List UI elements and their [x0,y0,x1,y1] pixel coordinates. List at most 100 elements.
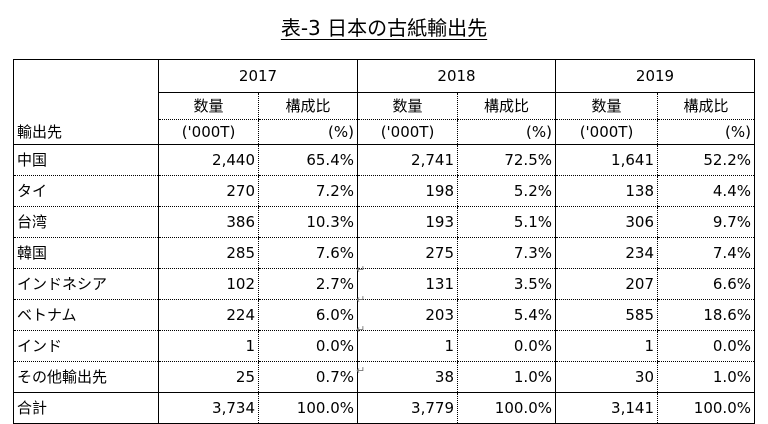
qty-header-2018: 数量 [357,92,458,120]
qty-cell: 3,141 [555,392,658,424]
row-label: インドネシア [13,268,159,300]
share-cell: 0.0% [457,330,556,362]
row-label: 中国 [13,144,159,176]
qty-header-2017: 数量 [158,92,259,120]
share-cell: 10.3% [258,206,358,238]
qty-cell: 102 [158,268,259,300]
year-header-row: 2017 2018 2019 [13,59,755,93]
qty-cell: 131 [357,268,458,300]
share-cell: 65.4% [258,144,358,176]
qty-cell: 25 [158,361,259,393]
share-cell: 7.2% [258,175,358,207]
qty-cell: 386 [158,206,259,238]
share-cell: 100.0% [657,392,755,424]
qty-unit-2017: ('000T) [158,119,259,145]
share-cell: 0.0% [657,330,755,362]
share-cell: 18.6% [657,299,755,331]
row-label-header: 輸出先 [13,119,159,145]
unit-header-row: 輸出先 ('000T) (%) ('000T) (%) ('000T) (%) [13,119,755,145]
column-header-row: 数量 構成比 数量 構成比 数量 構成比 [13,92,755,120]
table-row: 台湾 386 10.3% 193 5.1% 306 9.7% [13,206,755,238]
qty-cell: 585 [555,299,658,331]
row-label: ベトナム [13,299,159,331]
qty-cell: 198 [357,175,458,207]
share-cell: 6.0% [258,299,358,331]
share-cell: 4.4% [657,175,755,207]
share-cell: 7.4% [657,237,755,269]
total-row: 合計 3,734 100.0% 3,779 100.0% 3,141 100.0% [13,392,755,424]
share-cell: 72.5% [457,144,556,176]
table-row: その他輸出先 25 0.7% 38 1.0% 30 1.0% [13,361,755,393]
table-row: タイ 270 7.2% 198 5.2% 138 4.4% [13,175,755,207]
share-cell: 100.0% [457,392,556,424]
share-cell: 100.0% [258,392,358,424]
return-mark-2: ↵ [356,293,366,306]
table-row: 中国 2,440 65.4% 2,741 72.5% 1,641 52.2% [13,144,755,176]
table-row: インドネシア 102 2.7% 131 3.5% 207 6.6% [13,268,755,300]
qty-cell: 203 [357,299,458,331]
qty-cell: 1 [555,330,658,362]
table-row: 韓国 285 7.6% 275 7.3% 234 7.4% [13,237,755,269]
qty-cell: 138 [555,175,658,207]
return-mark-4: ↵ [356,364,366,377]
share-cell: 0.7% [258,361,358,393]
row-label: その他輸出先 [13,361,159,393]
row-label: 台湾 [13,206,159,238]
share-cell: 6.6% [657,268,755,300]
return-mark-3: ↵ [356,323,366,336]
year-2019: 2019 [555,59,755,93]
qty-cell: 193 [357,206,458,238]
share-unit-2019: (%) [657,119,755,145]
table-row: ベトナム 224 6.0% 203 5.4% 585 18.6% [13,299,755,331]
share-cell: 7.6% [258,237,358,269]
share-cell: 5.2% [457,175,556,207]
share-header-2019: 構成比 [657,92,755,120]
qty-cell: 207 [555,268,658,300]
qty-header-2019: 数量 [555,92,658,120]
share-cell: 9.7% [657,206,755,238]
share-cell: 5.1% [457,206,556,238]
year-2018: 2018 [357,59,556,93]
qty-cell: 306 [555,206,658,238]
table-row: インド 1 0.0% 1 0.0% 1 0.0% [13,330,755,362]
row-label: 合計 [13,392,159,424]
share-cell: 3.5% [457,268,556,300]
share-cell: 0.0% [258,330,358,362]
qty-cell: 270 [158,175,259,207]
share-cell: 1.0% [457,361,556,393]
share-unit-2017: (%) [258,119,358,145]
qty-cell: 3,779 [357,392,458,424]
return-mark-1: ↵ [356,263,366,276]
qty-unit-2019: ('000T) [555,119,658,145]
share-cell: 52.2% [657,144,755,176]
qty-cell: 2,741 [357,144,458,176]
year-2017: 2017 [158,59,358,93]
share-unit-2018: (%) [457,119,556,145]
corner-cell [13,59,159,93]
row-label: 韓国 [13,237,159,269]
qty-cell: 275 [357,237,458,269]
share-cell: 5.4% [457,299,556,331]
table-title-text: 表-3 日本の古紙輸出先 [280,16,488,40]
corner-cell-2 [13,92,159,120]
qty-cell: 38 [357,361,458,393]
qty-cell: 3,734 [158,392,259,424]
share-cell: 7.3% [457,237,556,269]
qty-cell: 285 [158,237,259,269]
table-title: 表-3 日本の古紙輸出先 [0,16,768,40]
export-table: 2017 2018 2019 数量 構成比 数量 構成比 数量 構成比 輸出先 … [13,59,755,424]
qty-cell: 1 [357,330,458,362]
share-header-2018: 構成比 [457,92,556,120]
share-cell: 2.7% [258,268,358,300]
row-label: インド [13,330,159,362]
share-header-2017: 構成比 [258,92,358,120]
qty-unit-2018: ('000T) [357,119,458,145]
qty-cell: 1,641 [555,144,658,176]
qty-cell: 1 [158,330,259,362]
row-label: タイ [13,175,159,207]
share-cell: 1.0% [657,361,755,393]
qty-cell: 224 [158,299,259,331]
qty-cell: 2,440 [158,144,259,176]
qty-cell: 30 [555,361,658,393]
qty-cell: 234 [555,237,658,269]
